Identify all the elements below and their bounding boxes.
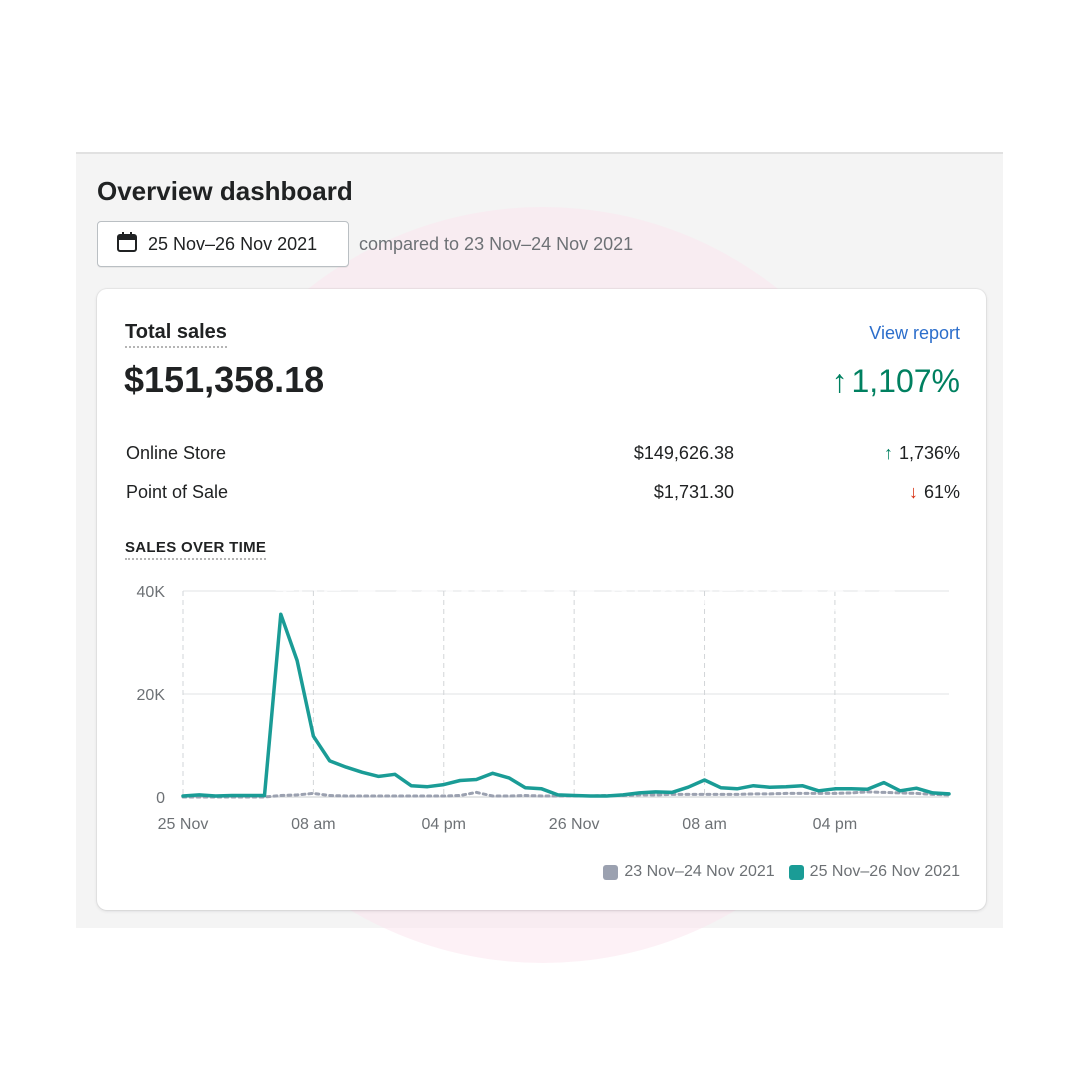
chart-legend: 23 Nov–24 Nov 2021 25 Nov–26 Nov 2021 (603, 863, 960, 881)
legend-label: 23 Nov–24 Nov 2021 (624, 863, 775, 880)
view-report-link[interactable]: View report (869, 323, 960, 343)
date-range-button[interactable]: 25 Nov–26 Nov 2021 (97, 221, 349, 267)
sales-over-time-chart: 0 20K 40K 25 Nov 08 am 04 pm 26 Nov 08 am 04 pm (137, 584, 951, 833)
total-sales-change-value: 1,107% (851, 363, 960, 399)
channel-row-point-of-sale: Point of Sale $1,731.30 ↓ 61% (126, 482, 960, 506)
x-tick-label: 08 am (682, 816, 726, 833)
y-tick-label: 0 (156, 790, 165, 807)
up-arrow-icon: ↑ (883, 443, 893, 463)
channel-change: ↓ 61% (909, 482, 960, 503)
page-title: Overview dashboard (97, 176, 353, 206)
channel-row-online-store: Online Store $149,626.38 ↑ 1,736% (126, 443, 960, 467)
sales-over-time-title: SALES OVER TIME (125, 539, 267, 560)
calendar-icon (116, 231, 138, 258)
total-sales-card: Total sales View report $151,358.18 ↑ 1,… (97, 289, 986, 910)
channel-change: ↑ 1,736% (884, 443, 960, 464)
y-tick-label: 40K (137, 584, 166, 601)
up-arrow-icon: ↑ (831, 363, 848, 399)
x-tick-label: 04 pm (422, 816, 466, 833)
x-tick-label: 08 am (291, 816, 335, 833)
channel-amount: $149,626.38 (633, 443, 734, 463)
channel-change-value: 1,736% (898, 443, 960, 463)
channel-amount: $1,731.30 (653, 482, 734, 502)
legend-swatch (788, 864, 804, 880)
legend-swatch (603, 864, 619, 880)
total-sales-title: Total sales (125, 321, 227, 348)
channel-label: Online Store (126, 443, 227, 463)
x-tick-label: 25 Nov (158, 816, 209, 833)
total-sales-value: $151,358.18 (124, 359, 325, 400)
x-tick-label: 04 pm (813, 816, 857, 833)
down-arrow-icon: ↓ (908, 482, 918, 502)
total-sales-change: ↑ 1,107% (831, 363, 960, 400)
legend-item-previous: 23 Nov–24 Nov 2021 (603, 863, 775, 881)
channel-change-value: 61% (923, 482, 960, 502)
y-tick-label: 20K (137, 687, 166, 704)
legend-label: 25 Nov–26 Nov 2021 (809, 863, 960, 880)
series-line-current (181, 612, 951, 798)
legend-item-current: 25 Nov–26 Nov 2021 (788, 863, 960, 881)
channel-label: Point of Sale (126, 482, 229, 502)
date-range-label: 25 Nov–26 Nov 2021 (148, 233, 318, 254)
x-tick-label: 26 Nov (549, 816, 600, 833)
comparison-text: compared to 23 Nov–24 Nov 2021 (359, 234, 634, 254)
